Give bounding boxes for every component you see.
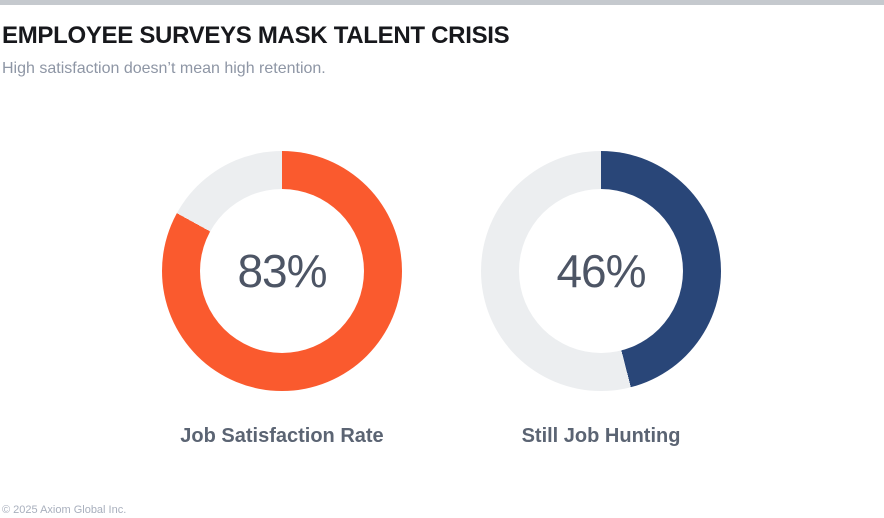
donut-chart-still-job-hunting: 46% Still Job Hunting <box>481 151 721 448</box>
donut-value-job-satisfaction: 83% <box>237 245 327 297</box>
page-subtitle: High satisfaction doesn’t mean high rete… <box>2 60 326 77</box>
charts-row: 83% Job Satisfaction Rate 46% Still Job … <box>0 151 884 451</box>
donut-label-still-job-hunting: Still Job Hunting <box>521 425 681 447</box>
header: EMPLOYEE SURVEYS MASK TALENT CRISIS High… <box>2 22 882 78</box>
donut-hole: 83% <box>200 189 364 353</box>
copyright-footer: © 2025 Axiom Global Inc. <box>2 504 127 516</box>
page-title: EMPLOYEE SURVEYS MASK TALENT CRISIS <box>2 22 510 49</box>
donut-hole: 46% <box>519 189 683 353</box>
donut-ring-job-satisfaction: 83% <box>162 151 402 391</box>
donut-value-still-job-hunting: 46% <box>556 245 646 297</box>
donut-label-job-satisfaction: Job Satisfaction Rate <box>180 425 384 447</box>
donut-chart-job-satisfaction: 83% Job Satisfaction Rate <box>162 151 402 448</box>
top-accent-bar <box>0 0 884 5</box>
donut-ring-still-job-hunting: 46% <box>481 151 721 391</box>
